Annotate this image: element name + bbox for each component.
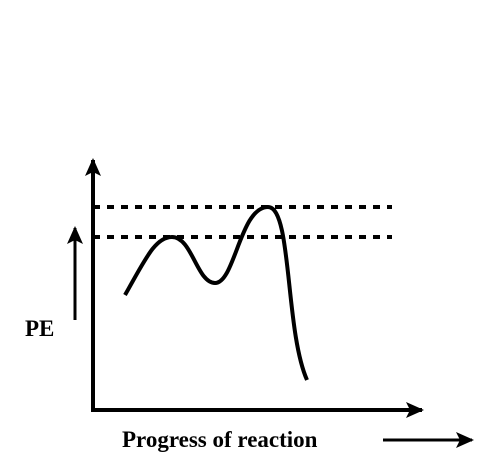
y-axis-label: PE <box>25 316 54 341</box>
x-axis-label: Progress of reaction <box>122 427 318 452</box>
energy-curve <box>123 204 309 381</box>
